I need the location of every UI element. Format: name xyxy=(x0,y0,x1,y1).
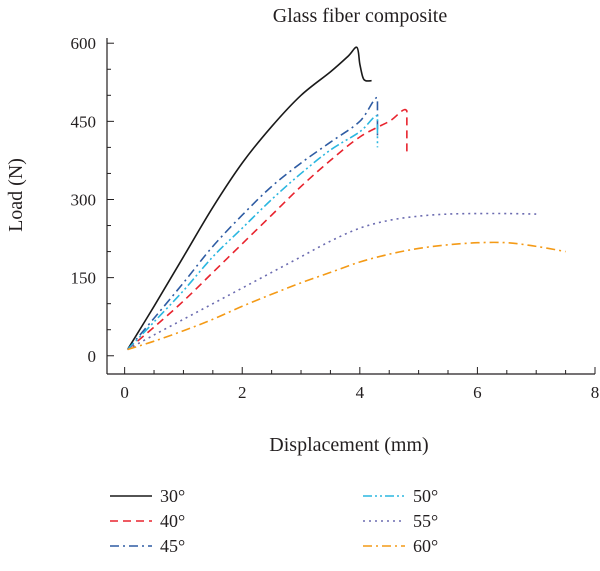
y-tick-label: 0 xyxy=(88,347,97,366)
legend: 30° 40° 45° 50° 55° 60° xyxy=(110,486,438,556)
series-line-2 xyxy=(126,97,379,351)
x-tick-label: 6 xyxy=(473,383,482,402)
x-axis-label: Displacement (mm) xyxy=(269,434,428,456)
legend-label-3: 50° xyxy=(413,486,438,506)
y-tick-label: 600 xyxy=(71,34,97,53)
chart-title: Glass fiber composite xyxy=(273,5,448,27)
legend-label-1: 40° xyxy=(160,511,185,531)
y-tick-label: 450 xyxy=(71,112,97,131)
legend-label-2: 45° xyxy=(160,536,185,556)
series-line-4 xyxy=(127,212,537,351)
legend-label-4: 55° xyxy=(413,511,438,531)
series-line-5 xyxy=(127,241,566,351)
axes: 0 150 300 450 600 0 2 4 6 8 xyxy=(71,34,600,402)
series-line-0 xyxy=(126,46,372,350)
y-axis-label: Load (N) xyxy=(5,158,27,232)
y-tick-label: 150 xyxy=(71,269,97,288)
x-tick-label: 0 xyxy=(120,383,129,402)
x-tick-label: 8 xyxy=(591,383,600,402)
plot-area xyxy=(126,46,566,351)
y-tick-label: 300 xyxy=(71,190,97,209)
x-tick-label: 2 xyxy=(238,383,247,402)
legend-label-5: 60° xyxy=(413,536,438,556)
series-line-1 xyxy=(127,108,408,351)
x-tick-label: 4 xyxy=(356,383,365,402)
legend-label-0: 30° xyxy=(160,486,185,506)
